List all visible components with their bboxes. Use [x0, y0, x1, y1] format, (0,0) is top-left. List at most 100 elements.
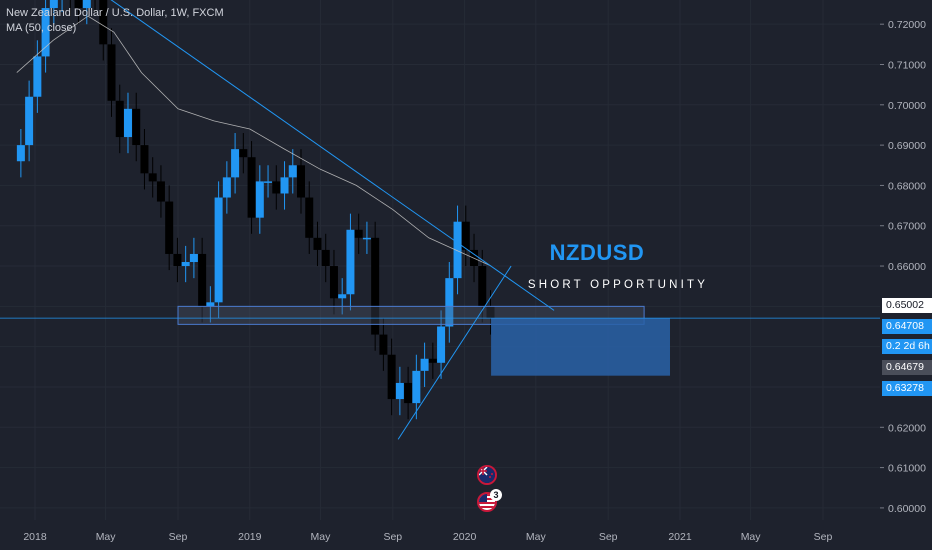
candle	[41, 0, 50, 73]
time-tick-label: 2018	[23, 531, 47, 543]
candle-body	[222, 177, 231, 198]
candle	[123, 92, 132, 154]
candle-body	[123, 108, 132, 138]
symbol-title[interactable]: New Zealand Dollar / U.S. Dollar, 1W, FX…	[6, 7, 224, 19]
candle-body	[173, 253, 182, 267]
time-tick-label: 2021	[668, 531, 692, 543]
price-label-target: 0.63278	[882, 381, 932, 396]
annotation-subtitle: SHORT OPPORTUNITY	[527, 279, 709, 291]
candle-body	[132, 108, 141, 146]
candle-body	[288, 165, 297, 178]
candle-body	[321, 249, 330, 267]
candle-body	[272, 181, 281, 194]
candle	[371, 221, 380, 351]
candle-body	[313, 237, 322, 250]
candle	[148, 157, 157, 198]
candle-body	[99, 0, 108, 45]
candle-body	[461, 221, 470, 250]
candle-body	[255, 181, 264, 218]
candle-body	[445, 278, 454, 327]
time-tick-label: 2019	[238, 531, 262, 543]
candle-body	[338, 294, 347, 299]
annotation-title: NZDUSD	[549, 240, 645, 265]
candle	[338, 278, 347, 315]
candle	[420, 342, 429, 387]
event-count-badge: 3	[490, 489, 502, 501]
candle	[140, 128, 149, 190]
indicator-label[interactable]: MA (50, close)	[6, 22, 77, 34]
candle	[69, 0, 71, 17]
candle	[437, 310, 446, 379]
candle-body	[305, 197, 314, 238]
candle	[329, 249, 338, 315]
candle	[305, 181, 314, 254]
price-label-active: 0.65002	[882, 298, 932, 313]
candle	[346, 213, 355, 311]
candle	[16, 128, 25, 178]
candle	[428, 342, 437, 379]
candle	[156, 165, 165, 218]
candle	[272, 165, 281, 210]
candle	[82, 0, 91, 25]
candle	[99, 0, 108, 61]
candle-body	[41, 8, 50, 57]
candle	[247, 141, 256, 234]
candle	[239, 133, 248, 174]
candle	[115, 84, 124, 154]
candle-body	[387, 354, 396, 400]
candle	[74, 0, 83, 25]
candle-body	[74, 0, 83, 9]
candle	[379, 318, 388, 371]
price-label-timer: 0.2 2d 6h	[882, 339, 932, 354]
descending-resistance	[110, 0, 555, 311]
candle-body	[148, 173, 157, 182]
candle-body	[239, 149, 248, 158]
candle-body	[189, 253, 198, 263]
time-tick-label: 2020	[453, 531, 477, 543]
candle-body	[412, 370, 421, 404]
candle	[165, 185, 174, 271]
time-tick-label: Sep	[383, 531, 402, 543]
ascending-support	[397, 265, 512, 440]
candle	[107, 28, 116, 117]
candle	[231, 133, 240, 194]
time-axis: 2018 May Sep 2019 May Sep 2020 May Sep 2021 May Sep	[0, 520, 880, 550]
time-tick-label: May	[96, 531, 117, 543]
candle-body	[16, 145, 25, 162]
candle	[387, 338, 396, 416]
candle-body	[329, 266, 338, 299]
price-tick-label: 0.69000	[888, 140, 926, 152]
candle-body	[371, 237, 380, 335]
candle	[206, 286, 215, 323]
time-tick-label: Sep	[599, 531, 618, 543]
candle	[445, 262, 454, 343]
candlestick-series	[16, 0, 495, 420]
candle	[181, 245, 190, 283]
price-tick-label: 0.72000	[888, 19, 926, 31]
candle-body	[486, 306, 495, 319]
chart-legend: New Zealand Dollar / U.S. Dollar, 1W, FX…	[6, 6, 224, 36]
candle-body	[181, 262, 190, 267]
candle	[453, 205, 462, 295]
price-tick-label: 0.62000	[888, 422, 926, 434]
price-tick-label: 0.70000	[888, 100, 926, 112]
candle-body	[437, 326, 446, 363]
candle-body	[247, 157, 256, 218]
candle-body	[354, 229, 363, 238]
candle-body	[206, 302, 215, 307]
candle	[362, 221, 371, 254]
nz-flag-icon[interactable]	[477, 465, 497, 485]
chart-grid	[0, 0, 880, 520]
candle-body	[115, 100, 124, 138]
candle-body	[214, 197, 223, 303]
price-tick-label: 0.60000	[888, 503, 926, 515]
time-tick-label: Sep	[814, 531, 833, 543]
candle-body	[297, 165, 306, 198]
candle-body	[33, 56, 42, 97]
candle-body	[25, 96, 34, 146]
candle	[222, 161, 231, 214]
candle	[214, 181, 223, 319]
price-axis: 0.72000 0.71000 0.70000 0.69000 0.68000 0.670…	[880, 0, 932, 550]
price-axis-background	[880, 0, 932, 550]
